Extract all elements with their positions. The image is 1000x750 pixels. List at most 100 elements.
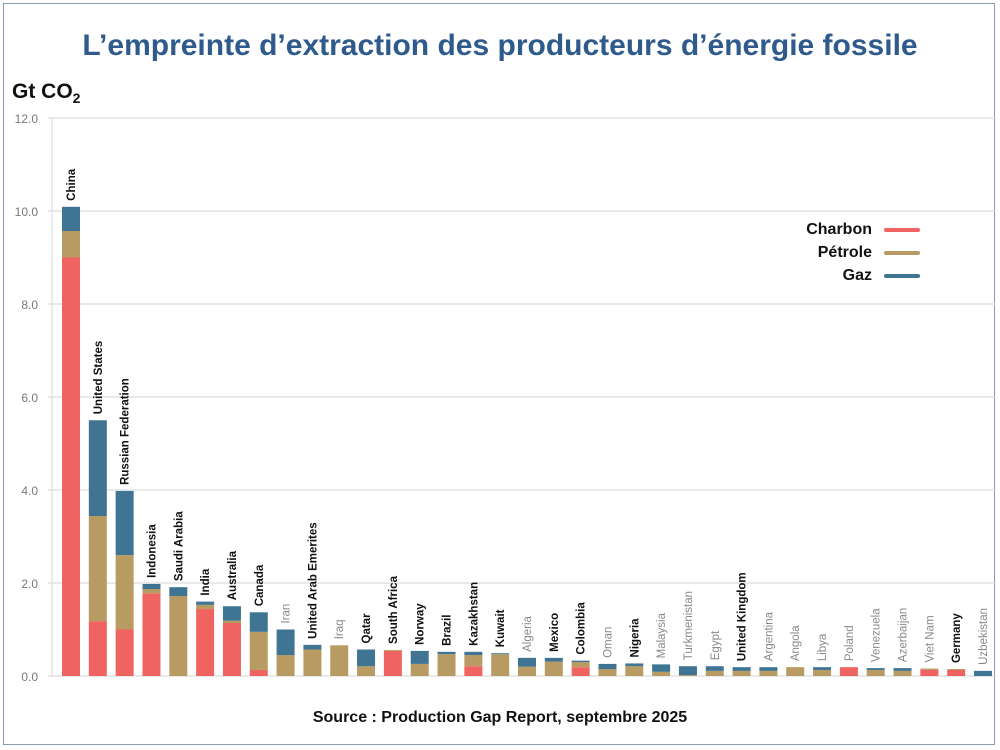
bar-segment-gaz	[518, 657, 536, 667]
y-axis-label: Gt CO2	[12, 80, 80, 106]
bar-segment-gaz	[142, 583, 161, 590]
category-label: South Africa	[388, 575, 400, 644]
bar-segment-ptrole	[759, 670, 778, 676]
bar-segment-gaz	[410, 650, 429, 664]
category-label: United Kingdom	[737, 572, 749, 661]
bar-segment-gaz	[276, 629, 295, 656]
bar-segment-ptrole	[410, 663, 429, 676]
bar-segment-gaz	[652, 664, 671, 672]
bar-segment-gaz	[625, 663, 644, 667]
bar-segment-gaz	[169, 587, 188, 597]
bar-segment-charbon	[839, 667, 858, 676]
bar-segment-gaz	[893, 668, 912, 671]
category-label: Viet Nam	[924, 615, 936, 662]
category-label: Algeria	[522, 615, 534, 651]
bar-segment-charbon	[464, 666, 483, 676]
category-label: Argentina	[763, 611, 775, 661]
category-label: Libya	[817, 633, 829, 661]
bar-segment-ptrole	[544, 661, 563, 676]
legend: Charbon Pétrole Gaz	[760, 218, 920, 287]
bar-segment-ptrole	[437, 654, 456, 676]
bar-segment-ptrole	[518, 666, 536, 676]
bar-segment-charbon	[115, 629, 134, 676]
bar-segment-ptrole	[678, 675, 697, 676]
bar-segment-ptrole	[276, 655, 295, 676]
category-label: India	[200, 568, 212, 595]
source-note: Source : Production Gap Report, septembr…	[312, 709, 688, 726]
bar-segment-ptrole	[62, 230, 80, 258]
category-label: Egypt	[710, 630, 722, 660]
bar-segment-ptrole	[464, 655, 483, 667]
bar-segment-gaz	[62, 206, 80, 231]
category-label: Norway	[415, 603, 427, 645]
bar-segment-ptrole	[813, 669, 832, 676]
category-label: Saudi Arabia	[173, 511, 185, 581]
category-label: Kuwait	[495, 609, 507, 647]
category-label: United States	[93, 341, 105, 415]
bar-segment-ptrole	[330, 645, 349, 676]
legend-swatch	[884, 227, 920, 232]
bar-segment-charbon	[88, 621, 107, 676]
legend-label: Pétrole	[817, 243, 872, 261]
category-label: Angola	[790, 625, 802, 661]
category-label: Mexico	[549, 613, 561, 652]
bar-segment-ptrole	[142, 589, 161, 594]
legend-swatch	[884, 273, 920, 278]
bar-segment-ptrole	[196, 604, 215, 610]
bar-segment-charbon	[62, 257, 80, 676]
bar-segment-gaz	[437, 651, 456, 655]
category-label: Iraq	[334, 619, 346, 639]
bar-segment-ptrole	[893, 670, 912, 676]
legend-label: Gaz	[842, 266, 872, 284]
chart-frame	[3, 3, 995, 745]
category-label: Russian Federation	[120, 378, 132, 485]
bar-segment-ptrole	[115, 555, 134, 630]
bar-segment-gaz	[491, 653, 510, 655]
bar-segment-ptrole	[571, 662, 590, 668]
bar-segment-gaz	[357, 649, 376, 667]
bar-segment-ptrole	[866, 669, 885, 676]
y-tick-label: 4.0	[21, 484, 38, 498]
bar-segment-gaz	[759, 667, 778, 671]
category-label: Poland	[844, 625, 856, 661]
y-tick-label: 8.0	[21, 298, 38, 312]
legend-item: Gaz	[760, 264, 920, 287]
bar-segment-ptrole	[169, 596, 188, 676]
bar-segment-gaz	[303, 644, 322, 650]
bar-segment-charbon	[947, 669, 966, 676]
category-label: Qatar	[361, 613, 373, 644]
y-tick-label: 2.0	[21, 577, 38, 591]
category-label: Uzbekistan	[978, 608, 990, 665]
legend-swatch	[884, 250, 920, 255]
bar-segment-gaz	[598, 663, 617, 670]
bar-segment-gaz	[974, 670, 992, 676]
bar-segment-ptrole	[357, 666, 376, 676]
legend-item: Pétrole	[760, 241, 920, 264]
y-tick-label: 10.0	[15, 205, 39, 219]
bar-segment-ptrole	[732, 670, 751, 676]
category-label: China	[66, 168, 78, 201]
bar-segment-gaz	[813, 667, 832, 670]
bar-segment-gaz	[464, 651, 483, 656]
bar-segment-charbon	[196, 609, 215, 676]
bar-segment-ptrole	[249, 631, 268, 670]
bar-segment-charbon	[920, 669, 939, 676]
category-label: Iran	[281, 604, 293, 624]
bar-segment-gaz	[705, 666, 724, 671]
bar-segment-gaz	[196, 601, 215, 605]
bar-segment-gaz	[115, 490, 134, 556]
bar-segment-ptrole	[947, 669, 966, 670]
category-label: Australia	[227, 550, 239, 600]
bar-segment-gaz	[249, 612, 268, 632]
category-label: Canada	[254, 564, 266, 606]
y-axis-label-subscript: 2	[72, 90, 81, 107]
bar-segment-ptrole	[652, 671, 671, 676]
category-label: Turkmenistan	[683, 591, 695, 660]
bar-segment-ptrole	[625, 666, 644, 676]
bar-segment-charbon	[571, 667, 590, 676]
chart-title: L’empreinte d’extraction des producteurs…	[82, 29, 918, 62]
bar-segment-gaz	[571, 660, 590, 663]
bar-segment-ptrole	[383, 649, 402, 651]
bar-segment-ptrole	[920, 668, 939, 670]
bar-segment-gaz	[88, 420, 107, 517]
